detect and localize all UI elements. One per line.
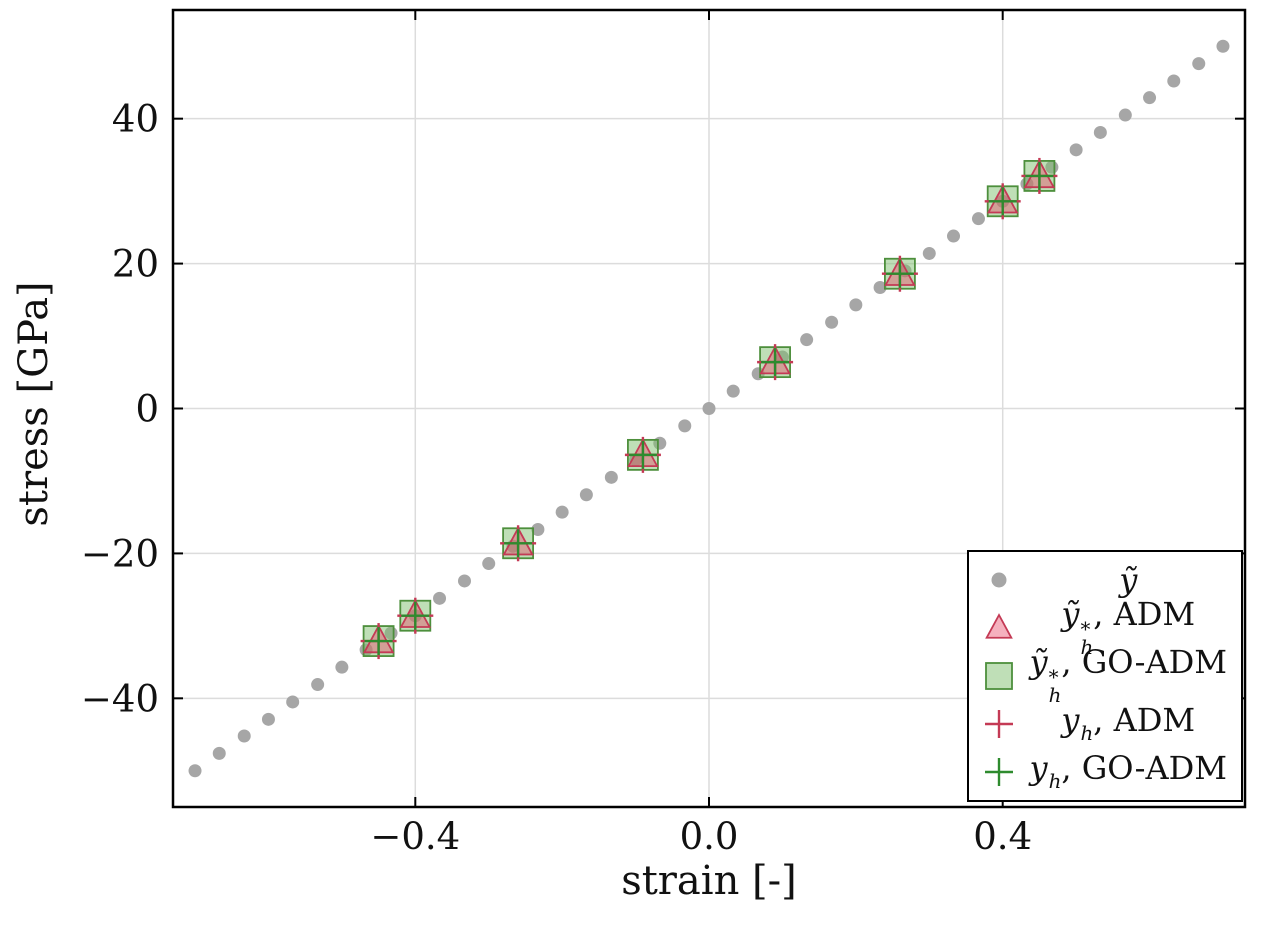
series-y-h-go-adm [364,161,1054,656]
y-tick-label: −40 [81,677,159,720]
dot-marker-icon [991,572,1007,588]
legend-item-y-tilde: ỹ [973,556,1231,604]
y-tick-label: 0 [135,388,159,431]
legend-label: ỹ [1119,561,1138,599]
x-tick-label: 0.4 [973,815,1032,858]
legend-item-y-h-go-adm: yh, GO-ADM [973,748,1231,796]
y-axis-label: stress [GPa] [11,281,57,527]
legend-label: yh, ADM [1061,701,1196,746]
y-tick-label: −20 [81,532,159,575]
plus-marker-icon [985,710,1014,738]
x-tick-label: −0.4 [370,815,460,858]
legend-label: ỹ * h, ADM [1061,594,1196,660]
legend-label: yh, GO-ADM [1029,749,1227,794]
legend-item-y-h-adm: yh, ADM [973,700,1231,748]
legend-item-y-tilde-h-star-go-adm: ỹ * h, GO-ADM [973,646,1231,706]
x-axis-label: strain [-] [621,858,797,904]
y-tick-label: 20 [112,243,159,286]
x-tick-label: 0.0 [680,815,739,858]
legend: ỹ ỹ * h, ADM ỹ * h, GO-ADM yh, ADM yh, GO-ADM [967,550,1243,802]
legend-item-y-tilde-h-star-adm: ỹ * h, ADM [973,598,1231,658]
y-tick-label: 40 [112,98,159,141]
square-marker-icon [985,662,1014,690]
legend-label: ỹ * h, GO-ADM [1029,642,1227,708]
plus-marker-icon [985,758,1014,786]
triangle-marker-icon [985,613,1014,639]
